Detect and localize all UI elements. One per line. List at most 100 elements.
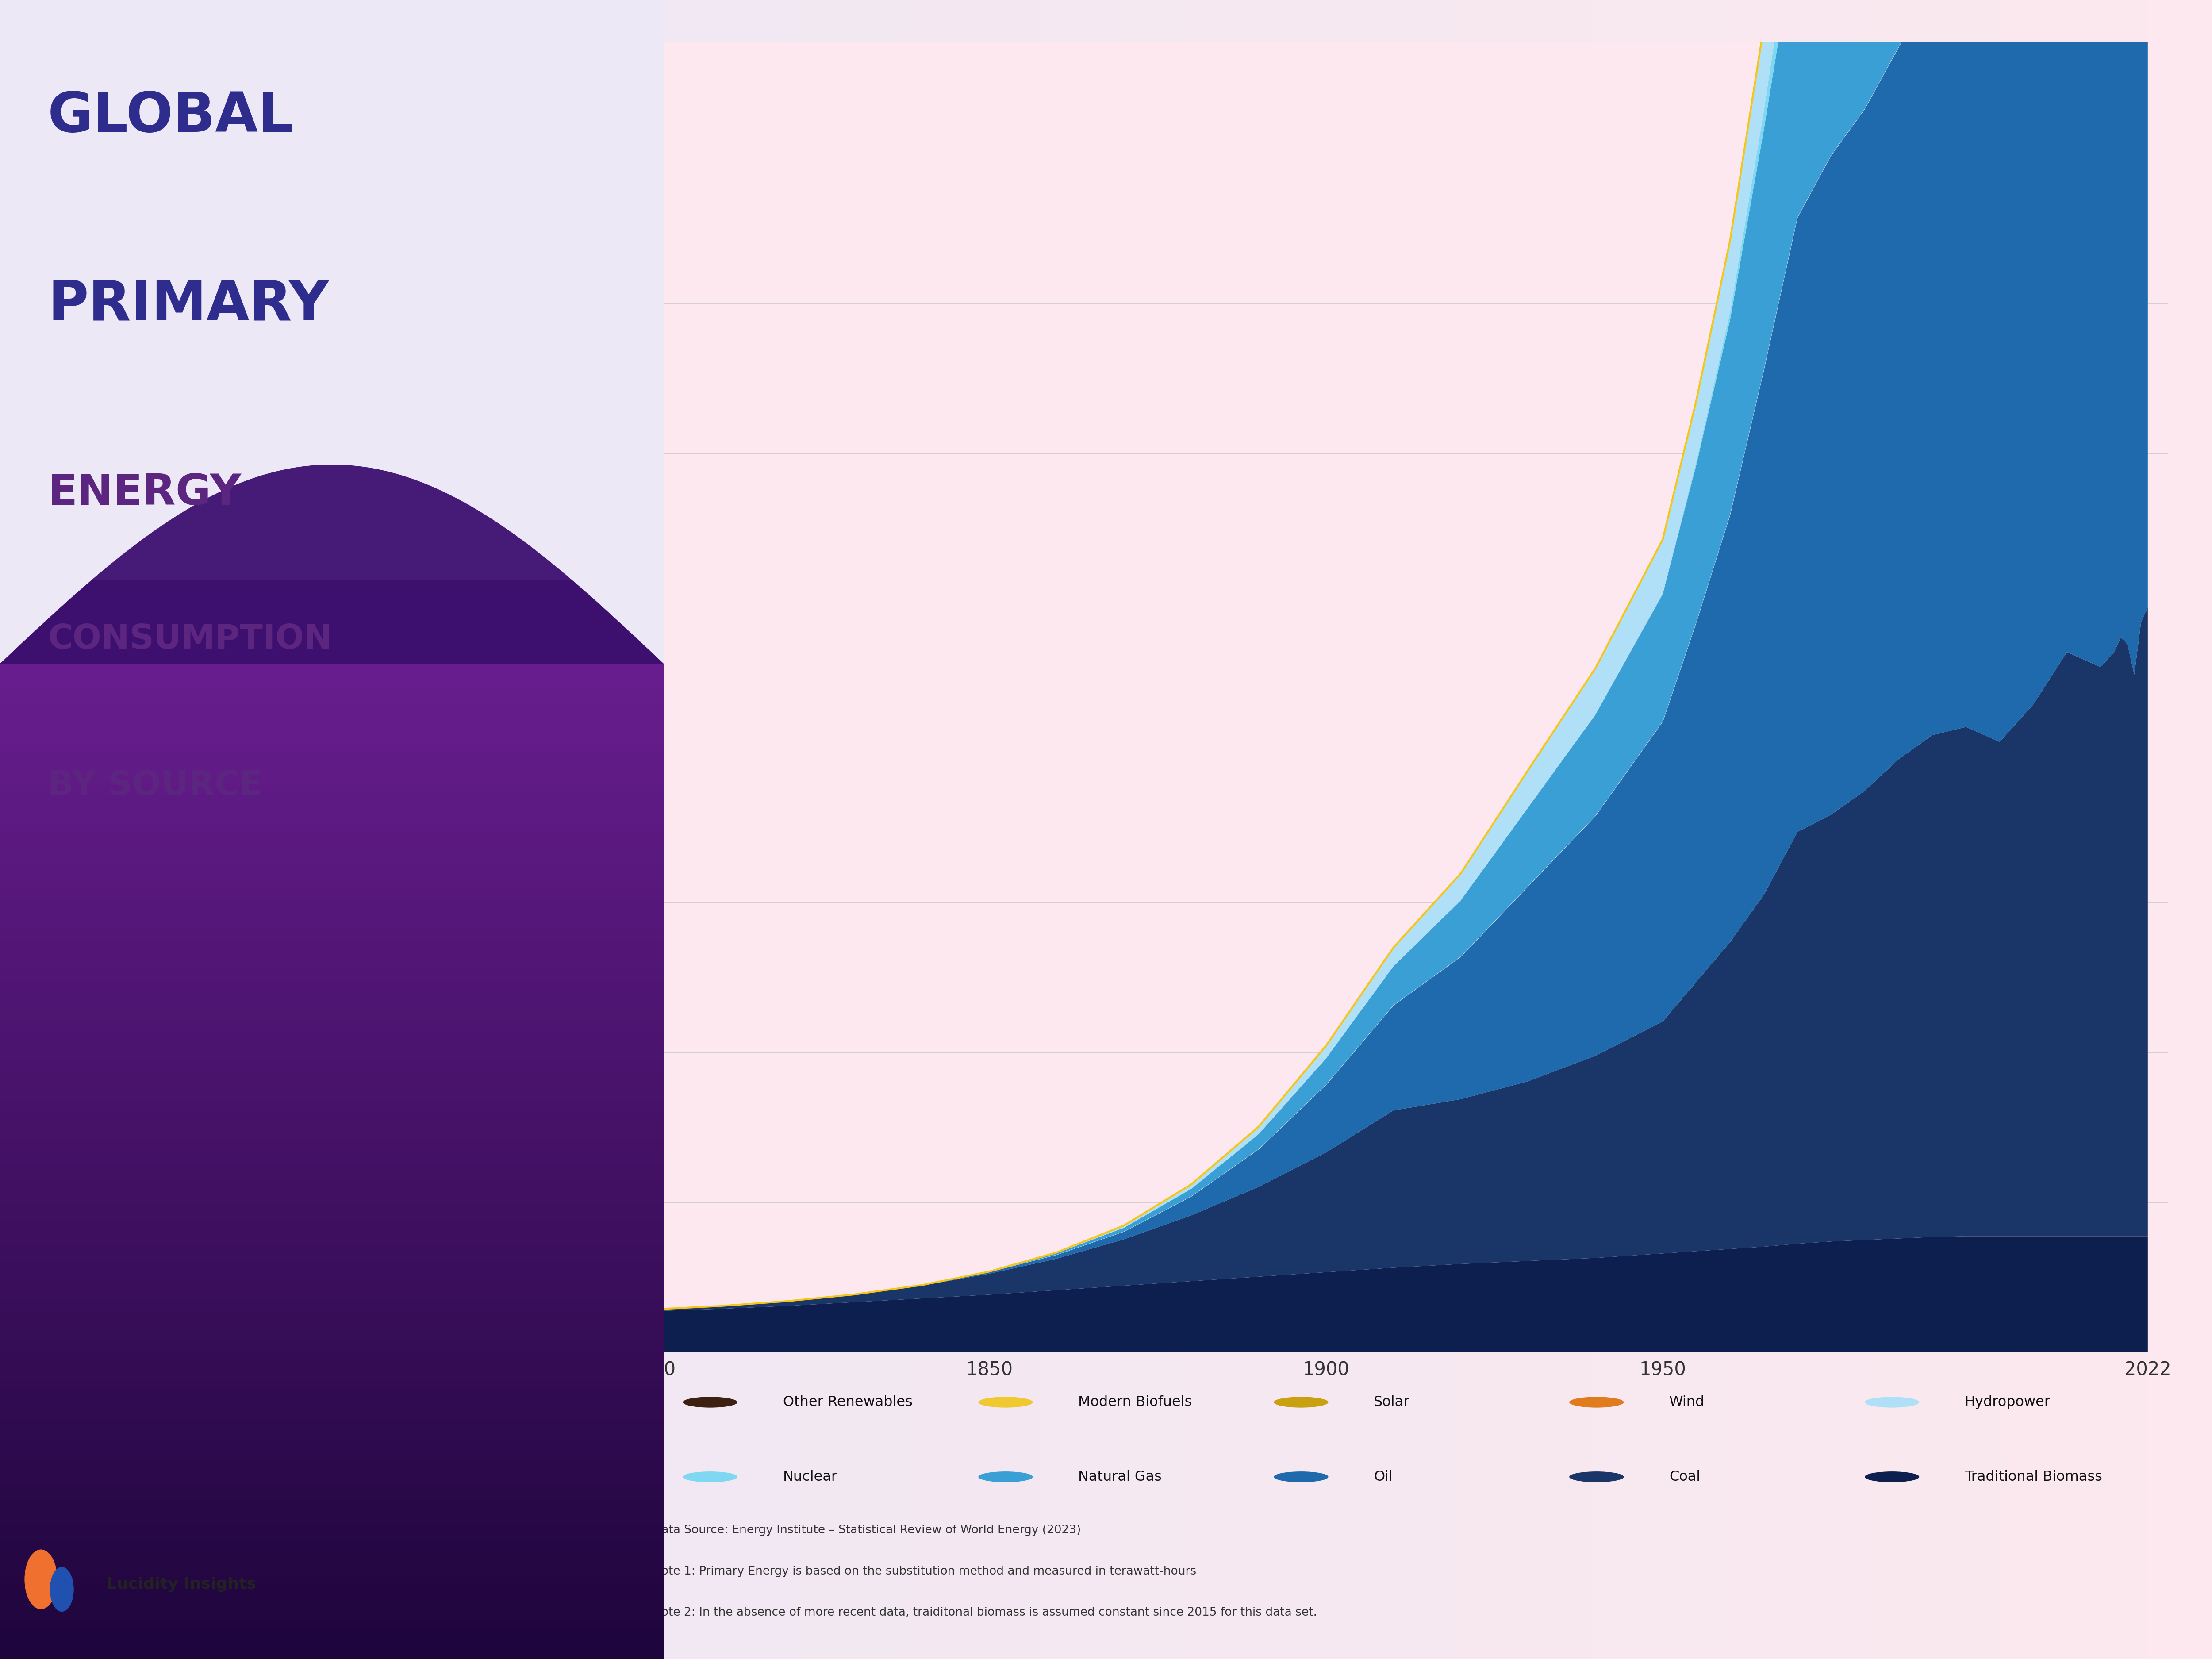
Bar: [0, 1443, 664, 1453]
Bar: [1128, 0, 1137, 1659]
Bar: [100, 0, 108, 1659]
Bar: [668, 0, 677, 1659]
Bar: [0, 1654, 664, 1659]
Bar: [0, 1042, 664, 1047]
Bar: [0, 591, 664, 602]
Bar: [0, 743, 664, 748]
Bar: [0, 1088, 664, 1098]
Bar: [380, 0, 389, 1659]
Bar: [741, 0, 750, 1659]
Bar: [1135, 0, 1141, 1659]
Bar: [0, 1569, 664, 1574]
Bar: [0, 818, 664, 828]
Text: BY SOURCE: BY SOURCE: [49, 770, 263, 801]
Bar: [0, 1163, 664, 1173]
Bar: [0, 1573, 664, 1583]
Bar: [0, 1256, 664, 1261]
Bar: [1243, 0, 1252, 1659]
Bar: [232, 0, 241, 1659]
Bar: [0, 1614, 664, 1619]
Bar: [0, 1161, 664, 1166]
Bar: [0, 1508, 664, 1520]
Bar: [358, 0, 367, 1659]
Bar: [0, 1470, 664, 1475]
Bar: [2185, 0, 2192, 1659]
Bar: [181, 0, 190, 1659]
Bar: [1139, 0, 1148, 1659]
Bar: [1548, 0, 1557, 1659]
Bar: [62, 0, 69, 1659]
Bar: [619, 0, 628, 1659]
Bar: [608, 0, 617, 1659]
Bar: [0, 612, 664, 624]
Bar: [2179, 0, 2188, 1659]
Bar: [1057, 0, 1064, 1659]
Bar: [0, 992, 664, 997]
Bar: [0, 1194, 664, 1206]
Bar: [1699, 0, 1705, 1659]
Bar: [0, 1097, 664, 1102]
Bar: [33, 0, 42, 1659]
Bar: [1891, 0, 1900, 1659]
Bar: [0, 849, 664, 861]
Bar: [265, 0, 274, 1659]
Bar: [1626, 0, 1635, 1659]
Bar: [1091, 0, 1097, 1659]
Bar: [774, 0, 783, 1659]
Ellipse shape: [1274, 1472, 1329, 1481]
Bar: [387, 0, 396, 1659]
Bar: [0, 806, 664, 818]
Bar: [1659, 0, 1668, 1659]
Bar: [0, 1395, 664, 1400]
Bar: [0, 1445, 664, 1450]
Bar: [947, 0, 953, 1659]
Bar: [1869, 0, 1878, 1659]
Bar: [0, 952, 664, 957]
Bar: [1991, 0, 2000, 1659]
Bar: [0, 1112, 664, 1117]
Bar: [1444, 0, 1451, 1659]
Bar: [2194, 0, 2203, 1659]
Bar: [1825, 0, 1834, 1659]
Bar: [0, 926, 664, 936]
Bar: [0, 1629, 664, 1634]
Bar: [1792, 0, 1801, 1659]
Bar: [0, 1156, 664, 1161]
Bar: [1110, 0, 1119, 1659]
Bar: [0, 1530, 664, 1540]
Bar: [0, 1430, 664, 1435]
Bar: [1327, 0, 1336, 1659]
Bar: [630, 0, 639, 1659]
Bar: [0, 838, 664, 843]
Bar: [1121, 0, 1130, 1659]
Bar: [0, 937, 664, 942]
Bar: [0, 1032, 664, 1037]
Bar: [71, 0, 80, 1659]
Bar: [1721, 0, 1728, 1659]
Bar: [0, 1515, 664, 1520]
Bar: [0, 634, 664, 645]
Bar: [0, 1350, 664, 1355]
Bar: [1389, 0, 1396, 1659]
Bar: [0, 1584, 664, 1589]
Bar: [1803, 0, 1812, 1659]
Bar: [409, 0, 418, 1659]
Bar: [1754, 0, 1761, 1659]
Bar: [907, 0, 916, 1659]
Bar: [431, 0, 440, 1659]
Bar: [1710, 0, 1717, 1659]
Bar: [0, 1226, 664, 1231]
Bar: [0, 1286, 664, 1291]
Bar: [2101, 0, 2110, 1659]
Bar: [1809, 0, 1816, 1659]
Bar: [0, 1465, 664, 1470]
Bar: [0, 1609, 664, 1614]
Bar: [133, 0, 142, 1659]
Bar: [0, 839, 664, 849]
Bar: [796, 0, 805, 1659]
Bar: [0, 1385, 664, 1390]
Bar: [1644, 0, 1650, 1659]
Bar: [2163, 0, 2170, 1659]
Bar: [1593, 0, 1601, 1659]
Bar: [1681, 0, 1690, 1659]
